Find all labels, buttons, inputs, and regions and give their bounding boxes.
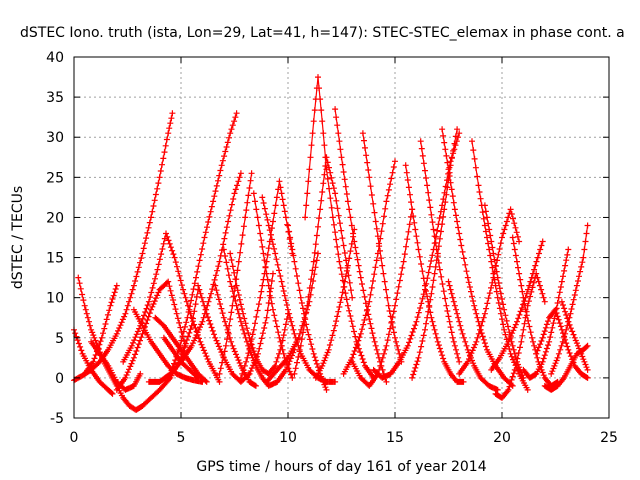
series-markers <box>481 202 527 381</box>
series-markers <box>558 298 591 373</box>
y-axis-title: dSTEC / TECUs <box>10 186 26 289</box>
series-markers <box>509 234 561 389</box>
series-8 <box>145 170 244 385</box>
x-tick-label: 20 <box>493 430 511 446</box>
x-tick-label: 5 <box>177 430 186 446</box>
plot-frame <box>73 56 610 419</box>
series-line <box>293 157 353 375</box>
series-43 <box>541 342 591 393</box>
series-markers <box>541 342 591 393</box>
series-28 <box>359 130 405 365</box>
series-45 <box>558 298 591 373</box>
y-tick-label: 25 <box>46 170 64 186</box>
series-markers <box>492 270 548 401</box>
series-line <box>304 77 375 379</box>
series-markers <box>71 110 176 384</box>
series-markers <box>167 110 240 377</box>
series-markers <box>302 74 377 381</box>
series-markers <box>340 158 398 377</box>
series-26 <box>340 158 398 377</box>
series-markers <box>349 206 416 389</box>
x-tick-label: 0 <box>70 430 79 446</box>
series-markers <box>113 278 189 393</box>
series-line <box>315 229 355 379</box>
x-tick-label: 25 <box>600 430 618 446</box>
y-tick-label: 0 <box>55 371 64 387</box>
series-16 <box>227 250 291 377</box>
y-tick-label: 30 <box>46 130 64 146</box>
chart-title: dSTEC Iono. truth (ista, Lon=29, Lat=41,… <box>20 25 625 41</box>
series-markers <box>250 190 296 381</box>
series-markers <box>359 130 405 365</box>
series-40 <box>509 234 561 389</box>
series-markers <box>456 206 523 377</box>
tick-labels: 0 5 10 15 20 25 -5 0 5 10 15 20 25 30 35 40 <box>46 50 618 446</box>
series-36 <box>469 138 531 393</box>
series-line <box>420 141 460 362</box>
series-markers <box>417 138 463 365</box>
series-42 <box>533 306 591 381</box>
series-markers <box>469 138 531 393</box>
series-33 <box>439 126 516 389</box>
data-series-layer <box>71 74 591 413</box>
series-markers <box>145 170 244 385</box>
series-29 <box>370 130 463 381</box>
y-tick-label: 40 <box>46 50 64 66</box>
series-3 <box>81 282 120 377</box>
series-0 <box>71 110 176 384</box>
y-tick-label: 35 <box>46 90 64 106</box>
series-5 <box>113 278 189 393</box>
series-markers <box>409 126 461 381</box>
y-tick-label: 20 <box>46 210 64 226</box>
series-22 <box>291 154 356 377</box>
series-markers <box>152 314 210 385</box>
series-markers <box>312 226 358 381</box>
axis-ticks <box>73 56 610 419</box>
series-23 <box>302 74 377 381</box>
y-tick-label: -5 <box>50 411 64 427</box>
series-markers <box>81 282 120 377</box>
y-tick-label: 10 <box>46 291 64 307</box>
series-markers <box>520 246 572 381</box>
series-markers <box>533 306 591 381</box>
series-markers <box>370 130 463 381</box>
series-line <box>373 133 460 379</box>
series-25 <box>332 106 390 385</box>
series-markers <box>291 154 356 377</box>
series-32 <box>417 138 463 365</box>
series-35 <box>456 206 523 377</box>
y-tick-label: 5 <box>55 331 64 347</box>
series-31 <box>409 126 461 381</box>
x-tick-label: 10 <box>279 430 297 446</box>
x-tick-label: 15 <box>386 430 404 446</box>
series-markers <box>259 194 339 385</box>
series-11 <box>167 110 240 377</box>
series-41 <box>520 246 572 381</box>
series-24 <box>312 226 358 381</box>
series-markers <box>402 162 467 385</box>
series-6 <box>120 230 223 385</box>
series-line <box>73 113 173 381</box>
y-tick-label: 15 <box>46 251 64 267</box>
series-30 <box>402 162 467 385</box>
series-27 <box>349 206 416 389</box>
series-38 <box>492 270 548 401</box>
x-axis-title: GPS time / hours of day 161 of year 2014 <box>196 459 486 475</box>
series-12 <box>195 270 276 385</box>
